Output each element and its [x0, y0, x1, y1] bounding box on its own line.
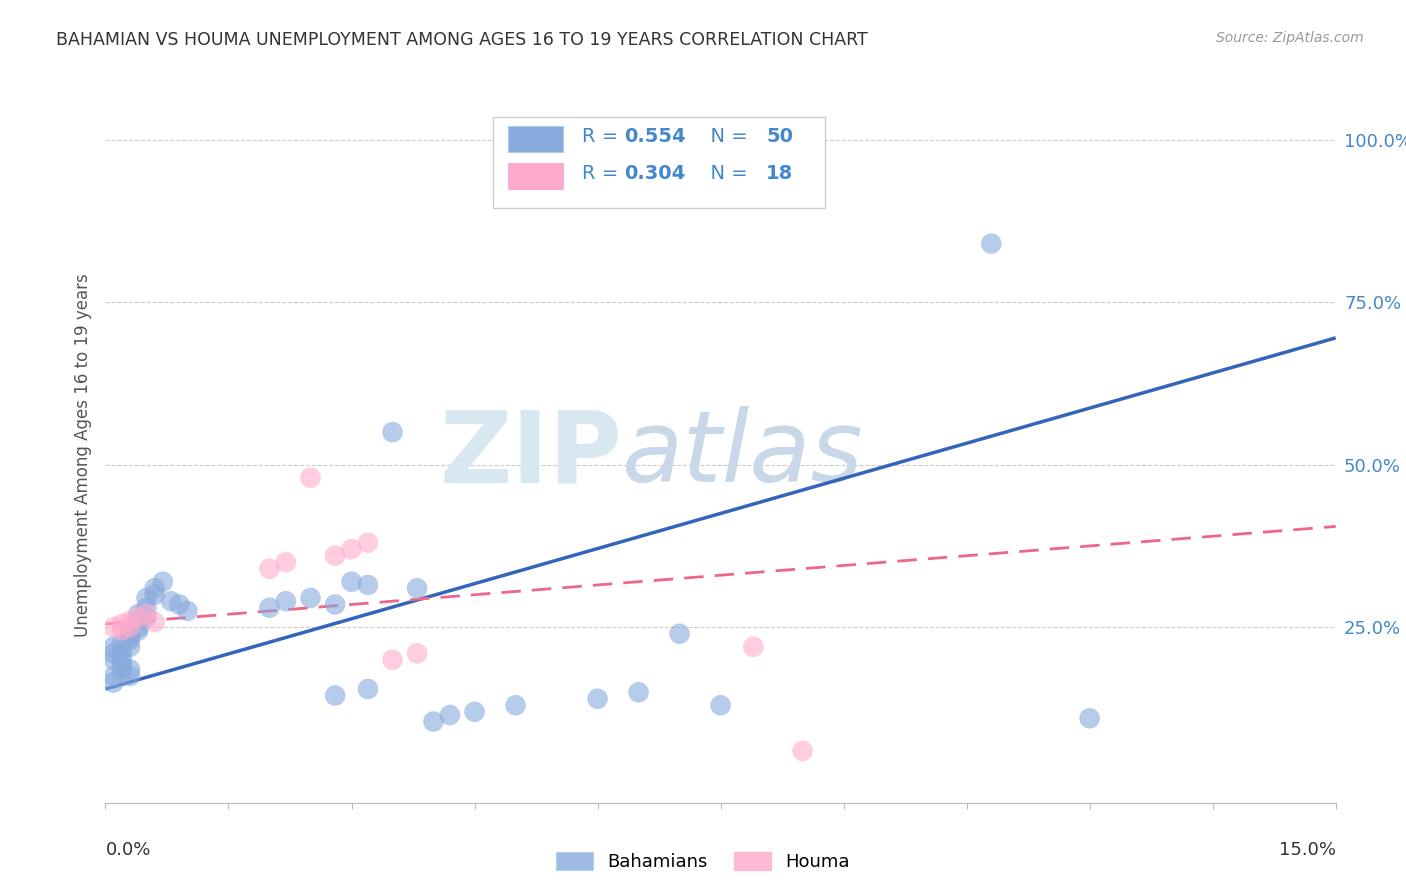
Point — [111, 649, 134, 664]
Point — [422, 714, 444, 729]
Point — [406, 646, 429, 660]
Point — [381, 653, 404, 667]
Text: ZIP: ZIP — [439, 407, 621, 503]
Point — [1078, 711, 1101, 725]
Point — [259, 600, 281, 615]
Point — [710, 698, 733, 713]
FancyBboxPatch shape — [508, 126, 564, 153]
Point — [792, 744, 814, 758]
Point — [323, 689, 346, 703]
Point — [120, 633, 141, 648]
Point — [340, 542, 363, 557]
Point — [274, 555, 297, 569]
Text: 0.304: 0.304 — [624, 164, 686, 184]
Point — [111, 624, 134, 638]
Point — [323, 598, 346, 612]
Point — [120, 626, 141, 640]
Point — [120, 640, 141, 654]
Point — [120, 663, 141, 677]
FancyBboxPatch shape — [508, 162, 564, 189]
Point — [135, 607, 157, 622]
Point — [111, 643, 134, 657]
Point — [742, 640, 765, 654]
Point — [143, 581, 166, 595]
Point — [120, 614, 141, 628]
Point — [169, 598, 191, 612]
Point — [406, 581, 429, 595]
Point — [120, 630, 141, 644]
Text: N =: N = — [699, 128, 755, 146]
Point — [135, 591, 157, 605]
Point — [103, 640, 125, 654]
Point — [299, 471, 322, 485]
Text: BAHAMIAN VS HOUMA UNEMPLOYMENT AMONG AGES 16 TO 19 YEARS CORRELATION CHART: BAHAMIAN VS HOUMA UNEMPLOYMENT AMONG AGE… — [56, 31, 868, 49]
Point — [176, 604, 198, 618]
Point — [668, 626, 690, 640]
Point — [135, 600, 157, 615]
Point — [103, 669, 125, 683]
Text: N =: N = — [699, 164, 755, 184]
Point — [357, 681, 380, 696]
Point — [111, 656, 134, 670]
Point — [323, 549, 346, 563]
Point — [160, 594, 183, 608]
Point — [259, 562, 281, 576]
Text: 18: 18 — [766, 164, 793, 184]
Y-axis label: Unemployment Among Ages 16 to 19 years: Unemployment Among Ages 16 to 19 years — [73, 273, 91, 637]
Point — [120, 669, 141, 683]
Text: R =: R = — [582, 164, 624, 184]
Point — [357, 578, 380, 592]
Text: 0.0%: 0.0% — [105, 841, 150, 859]
Text: R =: R = — [582, 128, 624, 146]
Point — [464, 705, 486, 719]
Point — [127, 610, 149, 624]
Point — [103, 620, 125, 634]
Point — [143, 615, 166, 629]
Point — [381, 425, 404, 439]
FancyBboxPatch shape — [494, 118, 825, 208]
Point — [103, 653, 125, 667]
Point — [111, 636, 134, 650]
Text: 15.0%: 15.0% — [1278, 841, 1336, 859]
Text: Source: ZipAtlas.com: Source: ZipAtlas.com — [1216, 31, 1364, 45]
Text: 0.554: 0.554 — [624, 128, 686, 146]
Point — [103, 675, 125, 690]
Point — [299, 591, 322, 605]
Point — [340, 574, 363, 589]
Point — [127, 607, 149, 622]
Point — [143, 588, 166, 602]
Point — [127, 620, 149, 634]
Text: atlas: atlas — [621, 407, 863, 503]
Point — [357, 535, 380, 549]
Point — [111, 665, 134, 680]
Point — [127, 624, 149, 638]
Text: 50: 50 — [766, 128, 793, 146]
Point — [135, 610, 157, 624]
Point — [120, 620, 141, 634]
Point — [103, 646, 125, 660]
Point — [627, 685, 650, 699]
Point — [127, 614, 149, 628]
Legend: Bahamians, Houma: Bahamians, Houma — [550, 845, 856, 879]
Point — [152, 574, 174, 589]
Point — [980, 236, 1002, 251]
Point — [586, 691, 609, 706]
Point — [274, 594, 297, 608]
Point — [505, 698, 527, 713]
Point — [111, 617, 134, 632]
Point — [111, 659, 134, 673]
Point — [439, 708, 461, 723]
